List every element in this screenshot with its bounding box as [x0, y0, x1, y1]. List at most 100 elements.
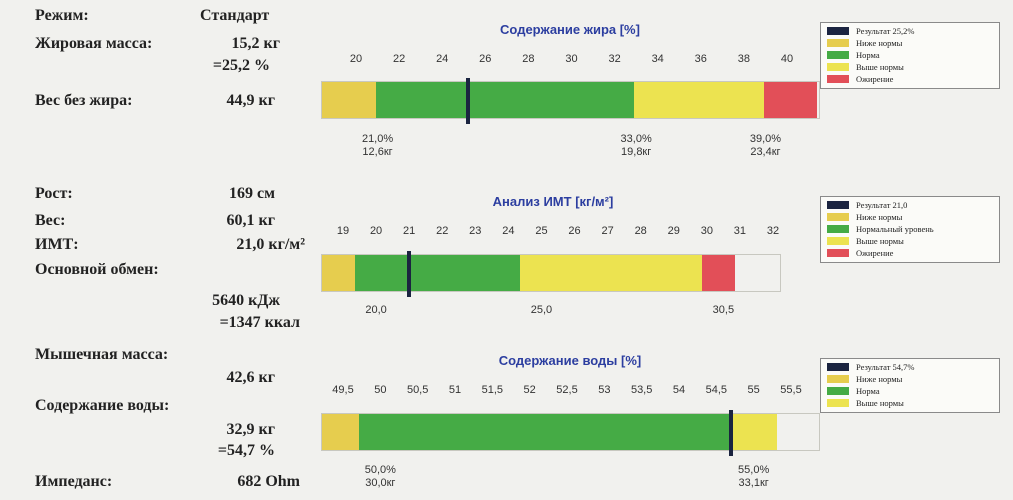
threshold-mass: 33,1кг	[738, 477, 769, 489]
legend-item: Выше нормы	[827, 398, 993, 408]
axis-tick-label: 32	[766, 225, 780, 237]
impedance-value: 682 Ohm	[237, 473, 300, 490]
range-segment-normal	[359, 414, 733, 450]
axis-tick-label: 36	[694, 53, 707, 65]
threshold-value: 50,0%	[364, 464, 396, 476]
axis-tick-label: 25	[535, 225, 548, 237]
threshold-value: 33,0%	[620, 133, 652, 145]
weight-value: 60,1 кг	[226, 212, 275, 229]
chart-legend: Результат 25,2% Ниже нормы Норма Выше нормы…	[820, 22, 1000, 89]
axis-tick-label: 27	[601, 225, 614, 237]
threshold-label: 33,0% 19,8кг	[621, 133, 652, 159]
threshold-label: 25,0	[531, 304, 552, 317]
result-marker	[466, 78, 471, 124]
legend-item: Результат 54,7%	[827, 362, 993, 372]
range-segment-below	[322, 255, 356, 291]
legend-swatch	[827, 363, 849, 371]
height-label: Рост:	[35, 185, 73, 202]
axis-tick-label: 32	[608, 53, 621, 65]
legend-item: Выше нормы	[827, 236, 993, 246]
range-segment-obesity	[763, 82, 818, 118]
axis-tick-label: 20	[369, 225, 383, 237]
bmi-value: 21,0 кг/м²	[236, 236, 305, 253]
legend-label: Ниже нормы	[856, 374, 903, 384]
legend-item: Выше нормы	[827, 62, 993, 72]
axis-tick-label: 55,5	[780, 384, 802, 396]
fat-mass-label: Жировая масса:	[35, 35, 153, 52]
axis-tick-label: 28	[522, 53, 535, 65]
axis-tick-label: 55	[747, 384, 760, 396]
chart-legend: Результат 54,7% Ниже нормы Норма Выше нормы	[820, 358, 1000, 413]
axis-tick-label: 52	[523, 384, 536, 396]
legend-swatch	[827, 27, 849, 35]
axis-tick-label: 54	[672, 384, 686, 396]
fat-mass-pct: =25,2 %	[212, 57, 270, 74]
legend-swatch	[827, 225, 849, 233]
axis-tick-label: 22	[392, 53, 406, 65]
legend-item: Ожирение	[827, 74, 993, 84]
axis-tick-label: 52,5	[556, 384, 578, 396]
mode-value: Стандарт	[200, 7, 270, 24]
chart-title: Содержание жира [%]	[500, 22, 640, 37]
axis-tick-label: 34	[651, 53, 664, 65]
axis-tick-label: 49,5	[332, 384, 354, 396]
threshold-mass: 30,0кг	[365, 477, 396, 489]
range-segment-above	[520, 255, 703, 291]
axis-tick-label: 51	[448, 384, 462, 396]
threshold-mass: 12,6кг	[362, 146, 393, 158]
legend-label: Ожирение	[856, 248, 894, 258]
legend-label: Ниже нормы	[856, 212, 903, 222]
axis-tick-label: 26	[568, 225, 581, 237]
legend-label: Норма	[856, 386, 880, 396]
threshold-value: 20,0	[365, 304, 387, 316]
legend-label: Нормальный уровень	[856, 224, 934, 234]
impedance-label: Импеданс:	[35, 473, 113, 490]
legend-label: Результат 54,7%	[856, 362, 915, 372]
axis-tick-label: 26	[479, 53, 492, 65]
legend-label: Ожирение	[856, 74, 894, 84]
axis-tick-label: 21	[403, 225, 416, 237]
range-bar	[322, 82, 819, 118]
axis-tick-label: 51,5	[481, 384, 504, 396]
threshold-value: 39,0%	[749, 133, 782, 145]
bmr-label: Основной обмен:	[35, 261, 159, 278]
mode-label: Режим:	[35, 7, 89, 24]
axis-tick-label: 19	[336, 225, 350, 237]
threshold-label: 55,0% 33,1кг	[738, 464, 769, 490]
axis-tick-label: 24	[502, 225, 515, 237]
axis-tick-label: 50	[374, 384, 387, 396]
legend-item: Норма	[827, 386, 993, 396]
legend-label: Результат 25,2%	[856, 26, 915, 36]
bmi-label: ИМТ:	[35, 236, 79, 253]
legend-swatch	[827, 63, 849, 71]
fat-mass-kg: 15,2 кг	[231, 35, 280, 52]
axis-tick-label: 24	[436, 53, 449, 65]
chart-legend: Результат 21,0 Ниже нормы Нормальный урове…	[820, 196, 1000, 263]
legend-item: Нормальный уровень	[827, 224, 993, 234]
range-segment-normal	[355, 255, 521, 291]
legend-label: Выше нормы	[856, 62, 904, 72]
legend-label: Результат 21,0	[856, 200, 908, 210]
axis-tick-label: 23	[469, 225, 482, 237]
axis-tick-label: 53	[598, 384, 611, 396]
legend-swatch	[827, 75, 849, 83]
range-segment-obesity	[702, 255, 736, 291]
legend-swatch	[827, 237, 849, 245]
legend-swatch	[827, 213, 849, 221]
axis-tick-label: 53,5	[630, 384, 653, 396]
axis-tick-label: 20	[349, 53, 363, 65]
axis-tick-label: 30	[565, 53, 578, 65]
result-marker	[729, 410, 734, 456]
chart-title: Анализ ИМТ [кг/м²]	[492, 194, 614, 209]
axis-tick-label: 50,5	[406, 384, 429, 396]
lean-mass-label: Вес без жира:	[35, 92, 133, 109]
threshold-label: 21,0% 12,6кг	[362, 133, 393, 159]
threshold-label: 50,0% 30,0кг	[365, 464, 396, 490]
water-kg: 32,9 кг	[226, 421, 275, 438]
threshold-mass: 23,4кг	[750, 146, 781, 158]
axis-tick-label: 38	[737, 53, 751, 65]
range-segment-above	[732, 414, 778, 450]
legend-swatch	[827, 51, 849, 59]
threshold-value: 25,0	[530, 304, 553, 316]
threshold-value: 55,0%	[738, 464, 770, 476]
